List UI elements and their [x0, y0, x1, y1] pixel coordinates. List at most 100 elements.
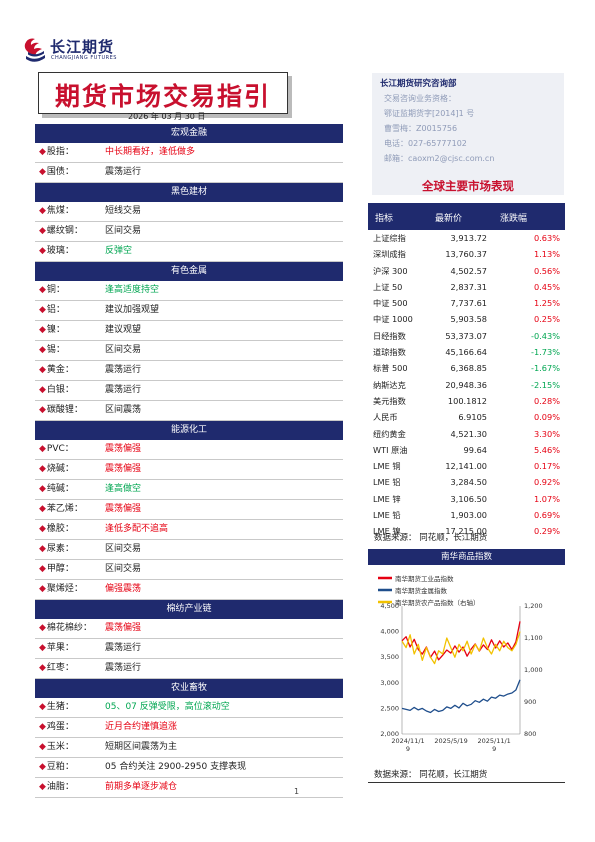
market-change: 0.92% — [533, 477, 560, 488]
commodity-name: ◆纯碱： — [39, 484, 74, 494]
diamond-bullet-icon: ◆ — [39, 444, 46, 454]
commodity-label: 碳酸锂 — [46, 405, 74, 415]
commodity-name: ◆苯乙烯： — [39, 504, 83, 514]
commodity-row: ◆黄金： 震荡运行 — [35, 361, 343, 381]
trading-view: 前期多单逐步减仓 — [105, 782, 178, 792]
trading-view: 逢低多配不追高 — [105, 524, 169, 534]
trading-view: 短期区间震荡为主 — [105, 742, 178, 752]
legend-label: 南华期货农产品指数（右轴） — [395, 598, 480, 607]
commodity-row: ◆镍： 建议观望 — [35, 321, 343, 341]
trading-view: 震荡偏强 — [105, 623, 142, 633]
commodity-name: ◆PVC： — [39, 444, 74, 454]
commodity-row: ◆股指： 中长期看好，逢低做多 — [35, 143, 343, 163]
y-left-tick-label: 2,500 — [380, 704, 399, 712]
market-source: 数据来源： 同花顺，长江期货 — [374, 533, 488, 543]
info-line: 鄂证监期货字[2014]1 号 — [384, 109, 475, 118]
section-header: 有色金属 — [35, 262, 343, 281]
trading-view: 区间交易 — [105, 564, 142, 574]
commodity-name: ◆烧碱： — [39, 464, 74, 474]
diamond-bullet-icon: ◆ — [39, 405, 46, 415]
market-row: LME 铜 12,141.00 0.17% — [368, 458, 565, 474]
email-link[interactable]: 邮箱：caoxm2@cjsc.com.cn — [384, 154, 495, 163]
commodity-row: ◆纯碱： 逢高做空 — [35, 480, 343, 500]
info-line: 电话：027-65777102 — [384, 139, 467, 148]
trading-view: 区间交易 — [105, 544, 142, 554]
market-change: 3.30% — [533, 428, 560, 439]
diamond-bullet-icon: ◆ — [39, 643, 46, 653]
diamond-bullet-icon: ◆ — [39, 623, 46, 633]
commodity-label: 苹果 — [46, 643, 65, 653]
y-left-tick-label: 2,000 — [380, 730, 399, 738]
commodity-label: 鸡蛋 — [46, 722, 65, 732]
market-indicator: LME 铅 — [373, 510, 401, 521]
x-tick-label: 2025/5/19 — [434, 737, 467, 745]
commodity-name: ◆油脂： — [39, 782, 74, 792]
trading-view: 反弹空 — [105, 246, 133, 256]
trading-view: 震荡偏强 — [105, 504, 142, 514]
market-row: 人民币 6.9105 0.09% — [368, 409, 565, 425]
diamond-bullet-icon: ◆ — [39, 484, 46, 494]
x-tick-label: 2024/11/1 — [391, 737, 424, 745]
contact-info-box: 长江期货研究咨询部 交易咨询业务资格： 鄂证监期货字[2014]1 号 曹雪梅：… — [372, 73, 564, 195]
commodity-row: ◆白银： 震荡运行 — [35, 381, 343, 401]
market-row: 中证 1000 5,903.58 0.25% — [368, 311, 565, 327]
x-tick-label: 9 — [406, 745, 410, 753]
diamond-bullet-icon: ◆ — [39, 663, 46, 673]
market-change: -1.67% — [531, 363, 560, 374]
logo-text-cn: 长江期货 — [50, 38, 115, 56]
info-line: 交易咨询业务资格： — [384, 94, 456, 103]
commodity-row: ◆烧碱： 震荡偏强 — [35, 460, 343, 480]
market-row: 道琼指数 45,166.64 -1.73% — [368, 344, 565, 360]
market-indicator: 深圳成指 — [373, 249, 406, 260]
market-row: LME 铅 1,903.00 0.69% — [368, 507, 565, 523]
commodity-row: ◆橡胶： 逢低多配不追高 — [35, 520, 343, 540]
commodity-row: ◆碳酸锂： 区间震荡 — [35, 401, 343, 421]
diamond-bullet-icon: ◆ — [39, 504, 46, 514]
trading-view: 区间震荡 — [105, 405, 142, 415]
diamond-bullet-icon: ◆ — [39, 584, 46, 594]
commodity-name: ◆白银： — [39, 385, 74, 395]
section-header: 棉纺产业链 — [35, 600, 343, 619]
market-indicator: 纳斯达克 — [373, 379, 406, 390]
commodity-row: ◆生猪： 05、07 反弹受限，高位滚动空 — [35, 698, 343, 718]
commodity-name: ◆玉米： — [39, 742, 74, 752]
commodity-label: 生猪 — [46, 702, 65, 712]
bottom-rule — [368, 782, 565, 783]
market-change: 0.17% — [533, 461, 560, 472]
trading-view: 区间交易 — [105, 345, 142, 355]
market-change: 0.63% — [533, 233, 560, 243]
market-change: 0.28% — [533, 395, 560, 406]
market-row: 中证 500 7,737.61 1.25% — [368, 295, 565, 311]
commodity-label: 白银 — [46, 385, 65, 395]
series-line — [401, 679, 521, 714]
header-price: 最新价 — [435, 214, 463, 224]
commodity-name: ◆铝： — [39, 305, 65, 315]
commodity-row: ◆PVC： 震荡偏强 — [35, 440, 343, 460]
commodity-name: ◆鸡蛋： — [39, 722, 74, 732]
trading-view: 震荡运行 — [105, 167, 142, 177]
market-indicator: 道琼指数 — [373, 347, 406, 358]
trading-view: 05、07 反弹受限，高位滚动空 — [105, 702, 230, 712]
market-change: 5.46% — [533, 444, 560, 455]
market-price: 3,284.50 — [450, 477, 487, 488]
commodity-label: 国债 — [46, 167, 65, 177]
title-box: 期货市场交易指引 — [38, 72, 288, 114]
market-price: 3,106.50 — [450, 493, 487, 504]
trading-view: 逢高适度持空 — [105, 285, 160, 295]
commodity-row: ◆焦煤： 短线交易 — [35, 202, 343, 222]
market-indicator: 沪深 300 — [373, 265, 408, 276]
market-row: 纳斯达克 20,948.36 -2.15% — [368, 377, 565, 393]
market-indicator: 中证 500 — [373, 298, 408, 309]
commodity-name: ◆甲醇： — [39, 564, 74, 574]
market-row: LME 铝 3,284.50 0.92% — [368, 474, 565, 490]
recommendation-table: 宏观金融 ◆股指： 中长期看好，逢低做多 ◆国债： 震荡运行 黑色建材 ◆焦煤： 短线交易 ◆螺… — [35, 124, 343, 798]
page-title: 期货市场交易指引 — [54, 82, 271, 111]
market-price: 2,837.31 — [450, 281, 487, 292]
market-price: 20,948.36 — [445, 379, 487, 390]
market-title: 全球主要市场表现 — [422, 179, 514, 193]
diamond-bullet-icon: ◆ — [39, 722, 46, 732]
commodity-name: ◆碳酸锂： — [39, 405, 83, 415]
market-table-header: 指标 最新价 涨跌幅 — [368, 203, 565, 230]
diamond-bullet-icon: ◆ — [39, 147, 46, 157]
commodity-name: ◆锡： — [39, 345, 65, 355]
